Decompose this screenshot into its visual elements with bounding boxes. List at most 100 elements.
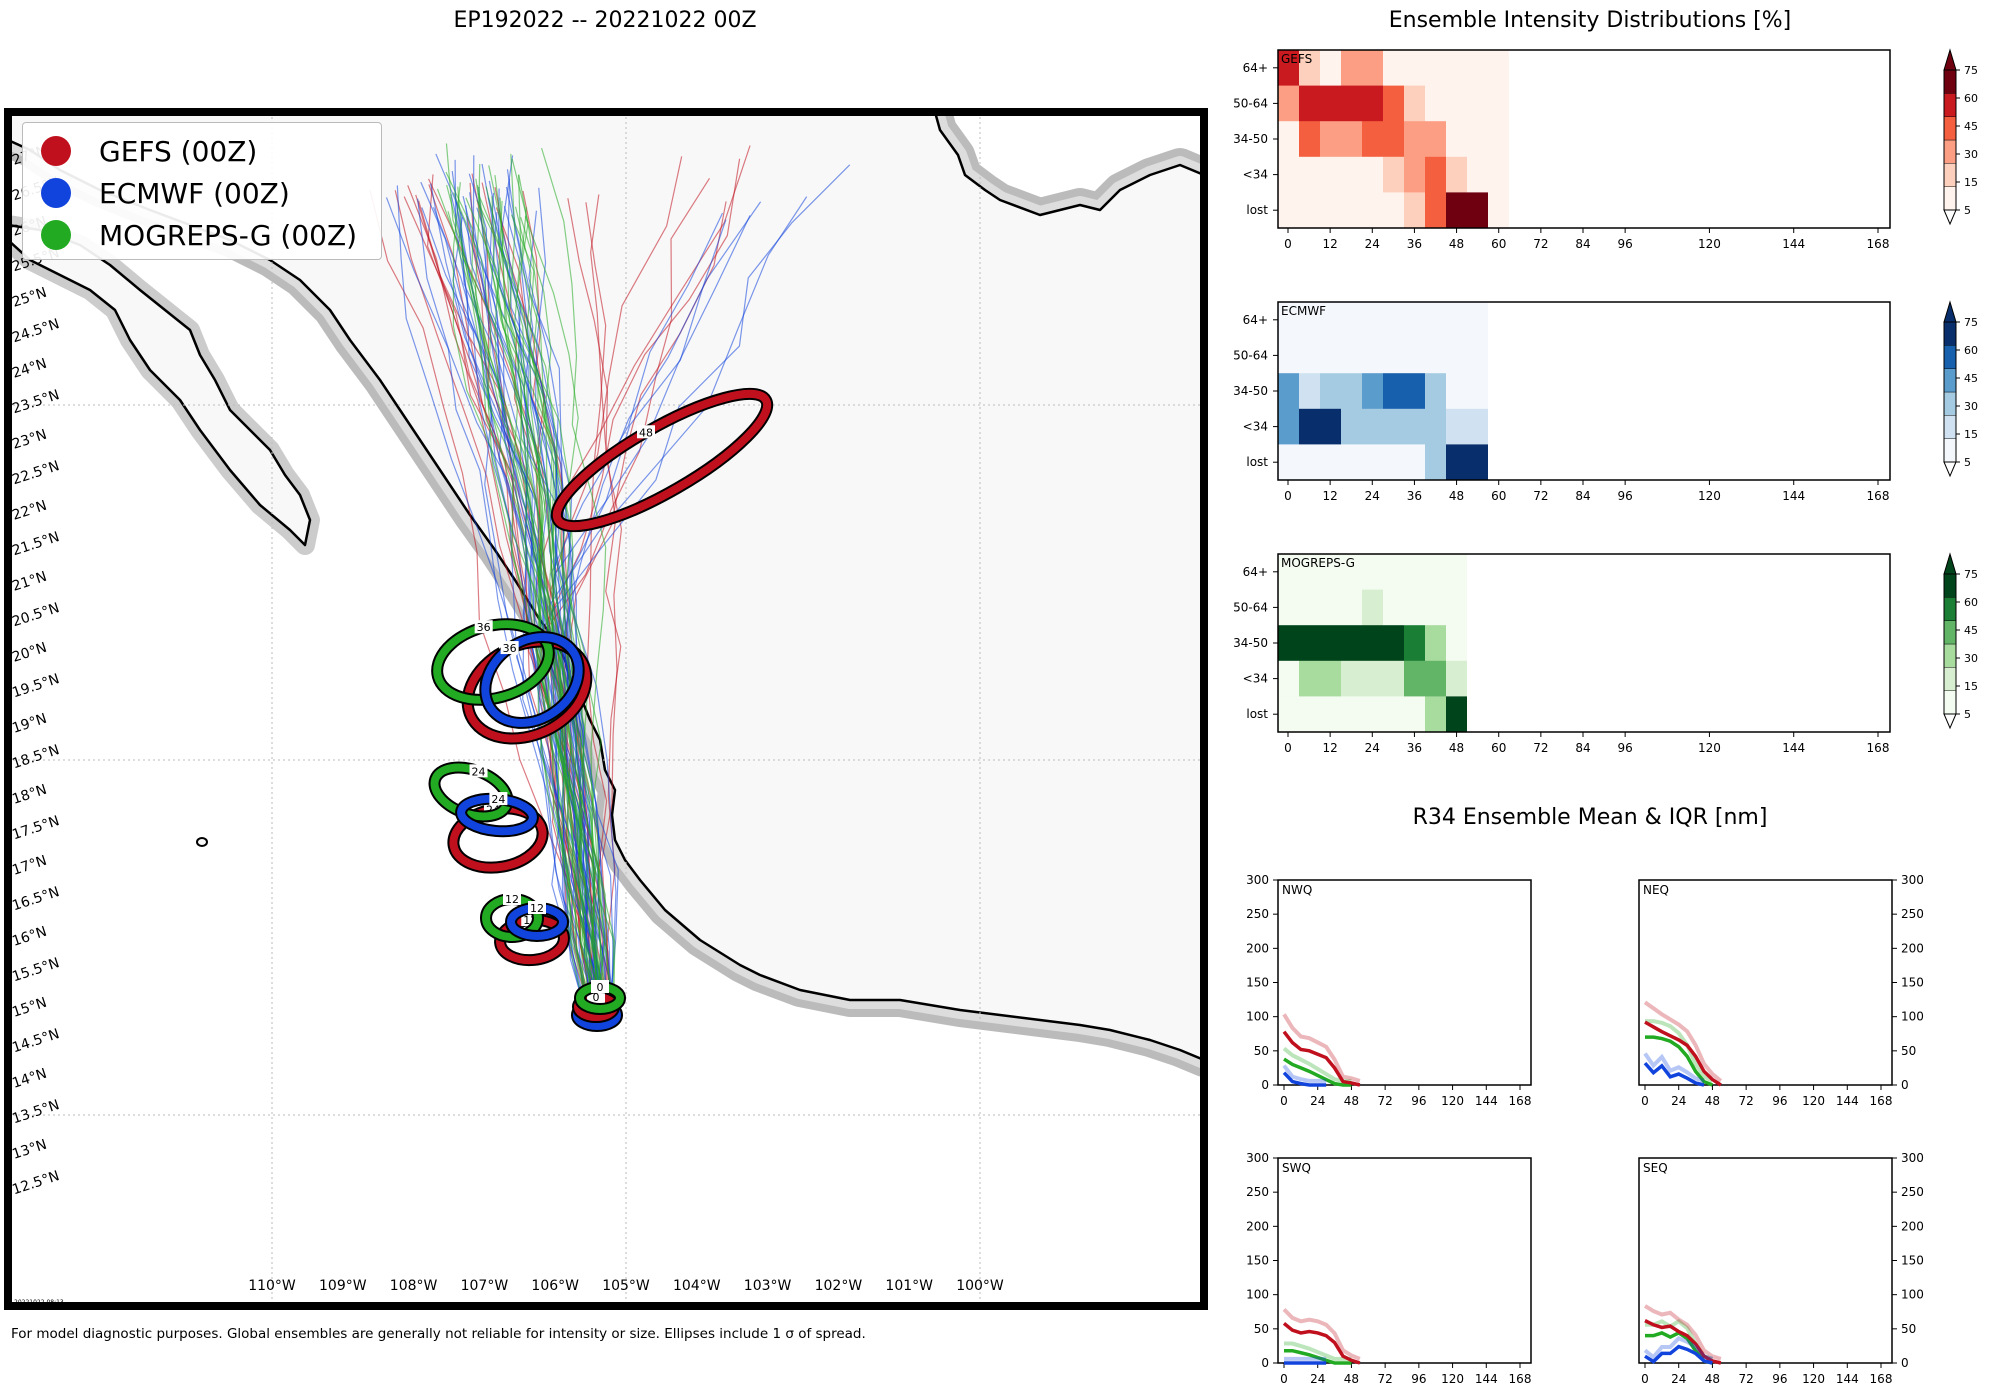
heatmap-cell <box>1278 625 1299 662</box>
quadrant-label: NEQ <box>1643 883 1669 897</box>
heatmap-cell <box>1425 192 1446 229</box>
heatmap-cell <box>1278 156 1299 193</box>
x-tick-label: 168 <box>1509 1372 1532 1386</box>
heatmap-cell <box>1299 408 1320 445</box>
heatmap-cell <box>1404 85 1425 122</box>
lon-label: 104°W <box>673 1278 721 1294</box>
colorbar-tick: 15 <box>1964 680 1978 693</box>
row-label: <34 <box>1243 672 1268 686</box>
heatmap-cell <box>1404 50 1425 87</box>
r34-mean-line <box>1645 1035 1714 1087</box>
r34-mean-line <box>1282 1071 1327 1087</box>
heatmap-cell <box>1488 85 1509 122</box>
heatmap-cell <box>1278 337 1299 374</box>
colorbar-tick: 5 <box>1964 456 1971 469</box>
colorbar-tick: 45 <box>1964 120 1978 133</box>
colorbar-segment <box>1943 345 1957 369</box>
x-tick-label: 72 <box>1533 237 1548 251</box>
heatmap-cell <box>1446 589 1467 626</box>
heatmap-cell <box>1299 625 1320 662</box>
heatmap-cell <box>1425 408 1446 445</box>
track-line <box>445 171 588 1020</box>
colorbar-tick: 45 <box>1964 372 1978 385</box>
heatmap-cell <box>1320 408 1341 445</box>
y-tick-label: 100 <box>1901 1010 1924 1024</box>
island <box>196 837 208 847</box>
heatmap-cell <box>1341 408 1362 445</box>
x-tick-label: 36 <box>1407 741 1422 755</box>
x-tick-label: 144 <box>1782 741 1805 755</box>
heatmap-cell <box>1467 192 1488 229</box>
y-tick-label: 0 <box>1261 1078 1269 1092</box>
colorbar-tick: 5 <box>1964 708 1971 721</box>
track-line <box>499 197 602 1005</box>
r34-iqr-line <box>1643 1304 1722 1361</box>
row-label: <34 <box>1243 168 1268 182</box>
r34-mean-line <box>1644 1319 1722 1365</box>
track-map: 48362412363624241212000 27°N26.5°N26°N25… <box>4 108 1208 1310</box>
lon-label: 105°W <box>602 1278 650 1294</box>
x-tick-label: 48 <box>1344 1094 1359 1108</box>
colorbar-segment <box>1943 620 1957 645</box>
r34-panel: SEQ 300 250 200 150 100 50 0 0 24 48 72 96 120 144 168 <box>1638 1151 1924 1386</box>
x-tick-label: 12 <box>1323 237 1338 251</box>
track-line <box>489 192 612 1017</box>
track-line <box>474 163 605 1006</box>
heatmap-cell <box>1404 444 1425 481</box>
heatmap-cell <box>1488 192 1509 229</box>
heatmap-cell <box>1341 589 1362 626</box>
ensemble-ellipses: 48362412363624241212000 <box>428 387 774 1032</box>
y-tick-label: 100 <box>1246 1010 1269 1024</box>
heatmap-cell <box>1278 192 1299 229</box>
heatmap-cell <box>1341 85 1362 122</box>
r34-mean-line <box>1644 1344 1713 1365</box>
x-tick-label: 96 <box>1618 741 1633 755</box>
row-label: lost <box>1246 455 1268 469</box>
colorbar-segment <box>1943 93 1957 117</box>
x-tick-label: 144 <box>1782 237 1805 251</box>
track-line <box>513 174 606 1012</box>
y-tick-label: 150 <box>1246 976 1269 990</box>
x-tick-label: 24 <box>1365 741 1380 755</box>
lon-label: 100°W <box>956 1278 1004 1294</box>
colorbar-tick: 75 <box>1964 316 1978 329</box>
heatmap-cell <box>1404 554 1425 591</box>
heatmap-cell <box>1299 337 1320 374</box>
intensity-title: Ensemble Intensity Distributions [%] <box>1388 8 1792 33</box>
x-tick-label: 72 <box>1739 1094 1754 1108</box>
heatmap-cell <box>1299 50 1320 87</box>
colorbar-tick: 60 <box>1964 92 1978 105</box>
heatmap-cell <box>1320 696 1341 733</box>
legend-item-gefs: GEFS (00Z) <box>41 131 257 171</box>
x-tick-label: 168 <box>1867 237 1890 251</box>
track-line <box>520 216 591 1002</box>
heatmap-cell <box>1488 156 1509 193</box>
x-tick-label: 168 <box>1870 1094 1893 1108</box>
y-tick-label: 50 <box>1901 1044 1916 1058</box>
heatmap-cell <box>1425 156 1446 193</box>
ellipse-hour-label: 12 <box>530 902 544 915</box>
y-tick-label: 250 <box>1246 907 1269 921</box>
heatmap-cell <box>1320 554 1341 591</box>
heatmap-cell <box>1404 156 1425 193</box>
y-tick-label: 250 <box>1901 1185 1924 1199</box>
heatmap-cell <box>1383 156 1404 193</box>
heatmap-cell <box>1320 625 1341 662</box>
quadrant-label: SEQ <box>1643 1161 1668 1175</box>
ellipse-hour-label: 12 <box>505 893 519 906</box>
x-tick-label: 72 <box>1378 1372 1393 1386</box>
intensity-panel: GEFS 64+ 50-64 34-50 <34 lost 0 12 24 36 48 60 72 84 9… <box>1233 48 1978 251</box>
heatmap-cell <box>1299 554 1320 591</box>
row-label: 34-50 <box>1233 384 1268 398</box>
heatmap-cell <box>1467 50 1488 87</box>
colorbar-segment <box>1943 163 1957 187</box>
heatmap-cell <box>1320 85 1341 122</box>
heatmap-cell <box>1341 625 1362 662</box>
heatmap-cell <box>1425 625 1446 662</box>
heatmap-cell <box>1488 121 1509 158</box>
r34-panel: NWQ 300 250 200 150 100 50 00 24 48 72 96 120 144 168 <box>1246 873 1532 1108</box>
x-tick-label: 168 <box>1867 489 1890 503</box>
x-tick-label: 96 <box>1411 1094 1426 1108</box>
heatmap-cell <box>1278 85 1299 122</box>
x-tick-label: 48 <box>1705 1094 1720 1108</box>
